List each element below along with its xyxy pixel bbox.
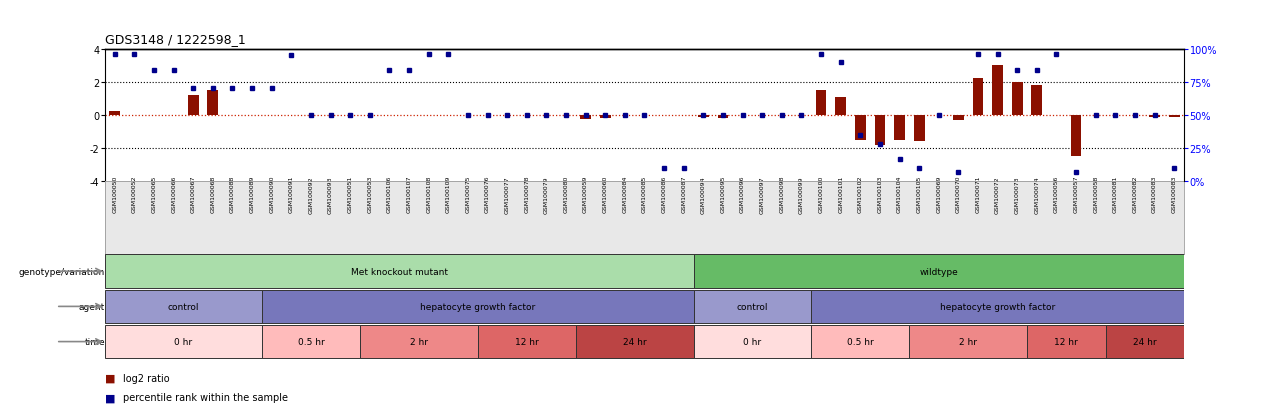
Text: GDS3148 / 1222598_1: GDS3148 / 1222598_1: [105, 33, 246, 45]
Bar: [815, 91, 827, 116]
Bar: [188, 96, 198, 116]
Text: ■: ■: [105, 392, 115, 402]
Bar: [698, 116, 709, 118]
Text: 12 hr: 12 hr: [515, 337, 539, 346]
Bar: [262, 290, 694, 323]
Bar: [1149, 116, 1160, 117]
Bar: [694, 325, 812, 358]
Bar: [954, 116, 964, 121]
Bar: [874, 116, 886, 145]
Bar: [576, 325, 694, 358]
Text: 0.5 hr: 0.5 hr: [297, 337, 324, 346]
Bar: [992, 66, 1004, 116]
Bar: [895, 116, 905, 140]
Bar: [694, 255, 1184, 288]
Bar: [1106, 325, 1184, 358]
Bar: [855, 116, 865, 140]
Text: 2 hr: 2 hr: [410, 337, 428, 346]
Bar: [1012, 83, 1023, 116]
Text: 24 hr: 24 hr: [623, 337, 646, 346]
Bar: [718, 116, 728, 119]
Bar: [812, 290, 1184, 323]
Bar: [909, 325, 1027, 358]
Text: genotype/variation: genotype/variation: [19, 267, 105, 276]
Bar: [105, 325, 262, 358]
Bar: [812, 325, 909, 358]
Text: 0 hr: 0 hr: [174, 337, 192, 346]
Text: 0 hr: 0 hr: [744, 337, 762, 346]
Text: 24 hr: 24 hr: [1133, 337, 1157, 346]
Bar: [600, 116, 611, 119]
Bar: [105, 290, 262, 323]
Text: Met knockout mutant: Met knockout mutant: [351, 267, 448, 276]
Bar: [1169, 116, 1180, 117]
Bar: [694, 290, 812, 323]
Text: 12 hr: 12 hr: [1055, 337, 1078, 346]
Bar: [109, 112, 120, 116]
Text: control: control: [168, 302, 200, 311]
Bar: [973, 79, 983, 116]
Bar: [477, 325, 576, 358]
Text: ■: ■: [105, 373, 115, 383]
Bar: [207, 91, 219, 116]
Text: agent: agent: [78, 302, 105, 311]
Text: 0.5 hr: 0.5 hr: [847, 337, 874, 346]
Text: log2 ratio: log2 ratio: [123, 373, 169, 383]
Text: hepatocyte growth factor: hepatocyte growth factor: [420, 302, 535, 311]
Bar: [1027, 325, 1106, 358]
Bar: [914, 116, 924, 142]
Bar: [262, 325, 360, 358]
Bar: [1032, 86, 1042, 116]
Text: time: time: [84, 337, 105, 346]
Bar: [836, 97, 846, 116]
Text: 2 hr: 2 hr: [959, 337, 977, 346]
Bar: [360, 325, 477, 358]
Bar: [105, 255, 694, 288]
Bar: [580, 116, 591, 120]
Text: wildtype: wildtype: [919, 267, 959, 276]
Text: percentile rank within the sample: percentile rank within the sample: [123, 392, 288, 402]
Text: hepatocyte growth factor: hepatocyte growth factor: [940, 302, 1055, 311]
Text: control: control: [736, 302, 768, 311]
Bar: [1070, 116, 1082, 157]
